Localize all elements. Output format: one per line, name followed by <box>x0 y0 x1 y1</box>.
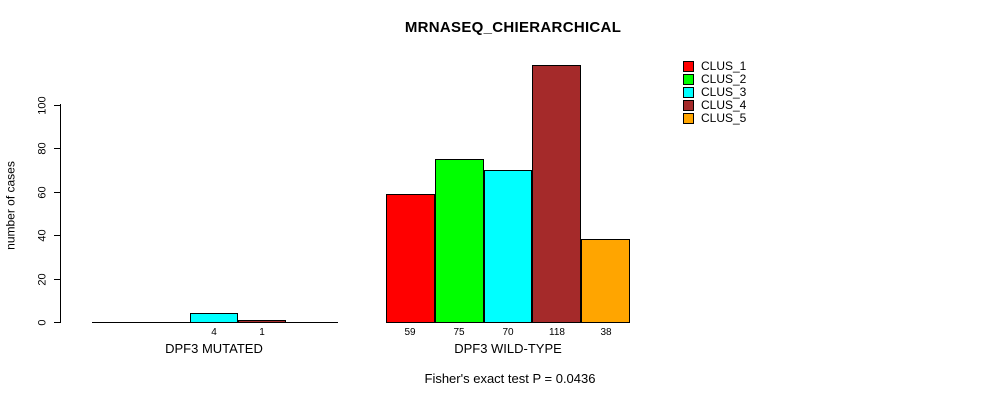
legend: CLUS_1 CLUS_2 CLUS_3 CLUS_4 CLUS_5 <box>683 60 803 125</box>
bar-clus_3-dpf3-mutated <box>190 313 238 323</box>
bar-clus_5-dpf3-wild-type <box>581 239 630 323</box>
y-axis-tick <box>54 148 60 149</box>
legend-swatch-clus_5 <box>683 113 694 124</box>
y-axis-tick <box>54 322 60 323</box>
group-label-dpf3-wild-type: DPF3 WILD-TYPE <box>454 341 562 356</box>
y-axis-tick-label: 80 <box>36 142 49 155</box>
y-axis-tick-label: 100 <box>36 96 49 115</box>
legend-entry: CLUS_4 <box>683 99 803 112</box>
bar-value-label: 59 <box>404 327 416 338</box>
legend-swatch-clus_1 <box>683 61 694 72</box>
bar-clus_4-dpf3-wild-type <box>532 65 581 323</box>
y-axis-tick <box>54 192 60 193</box>
bar-clus_4-dpf3-mutated <box>238 320 286 323</box>
bar-value-label: 38 <box>600 327 612 338</box>
bar-value-label: 1 <box>259 327 265 338</box>
legend-entry-label: CLUS_3 <box>701 85 747 99</box>
bar-clus_1-dpf3-wild-type <box>386 194 435 323</box>
group-label-dpf3-mutated: DPF3 MUTATED <box>165 341 263 356</box>
y-axis-tick-label: 20 <box>36 273 49 286</box>
legend-swatch-clus_2 <box>683 74 694 85</box>
legend-entry-label: CLUS_2 <box>701 72 747 86</box>
bar-clus_3-dpf3-wild-type <box>484 170 532 323</box>
y-axis-tick-label: 60 <box>36 186 49 199</box>
legend-entry-label: CLUS_5 <box>701 111 747 125</box>
bar-value-label: 75 <box>453 327 465 338</box>
y-axis-tick-label: 0 <box>36 319 49 326</box>
y-axis-line <box>60 104 61 323</box>
legend-entry: CLUS_1 <box>683 60 803 73</box>
stat-annotation: Fisher's exact test P = 0.0436 <box>424 371 596 386</box>
legend-swatch-clus_4 <box>683 100 694 111</box>
y-axis-tick-label: 40 <box>36 229 49 242</box>
bar-value-label: 70 <box>502 327 514 338</box>
y-axis-tick <box>54 235 60 236</box>
bar-clus_2-dpf3-wild-type <box>435 159 484 323</box>
legend-entry: CLUS_3 <box>683 86 803 99</box>
chart-title: MRNASEQ_CHIERARCHICAL <box>404 19 622 36</box>
bar-value-label: 4 <box>211 327 217 338</box>
legend-entry-label: CLUS_1 <box>701 59 747 73</box>
legend-entry-label: CLUS_4 <box>701 98 747 112</box>
bar-value-label: 118 <box>549 327 565 338</box>
legend-entry: CLUS_5 <box>683 112 803 125</box>
y-axis-tick <box>54 105 60 106</box>
legend-entry: CLUS_2 <box>683 73 803 86</box>
legend-swatch-clus_3 <box>683 87 694 98</box>
y-axis-tick <box>54 279 60 280</box>
